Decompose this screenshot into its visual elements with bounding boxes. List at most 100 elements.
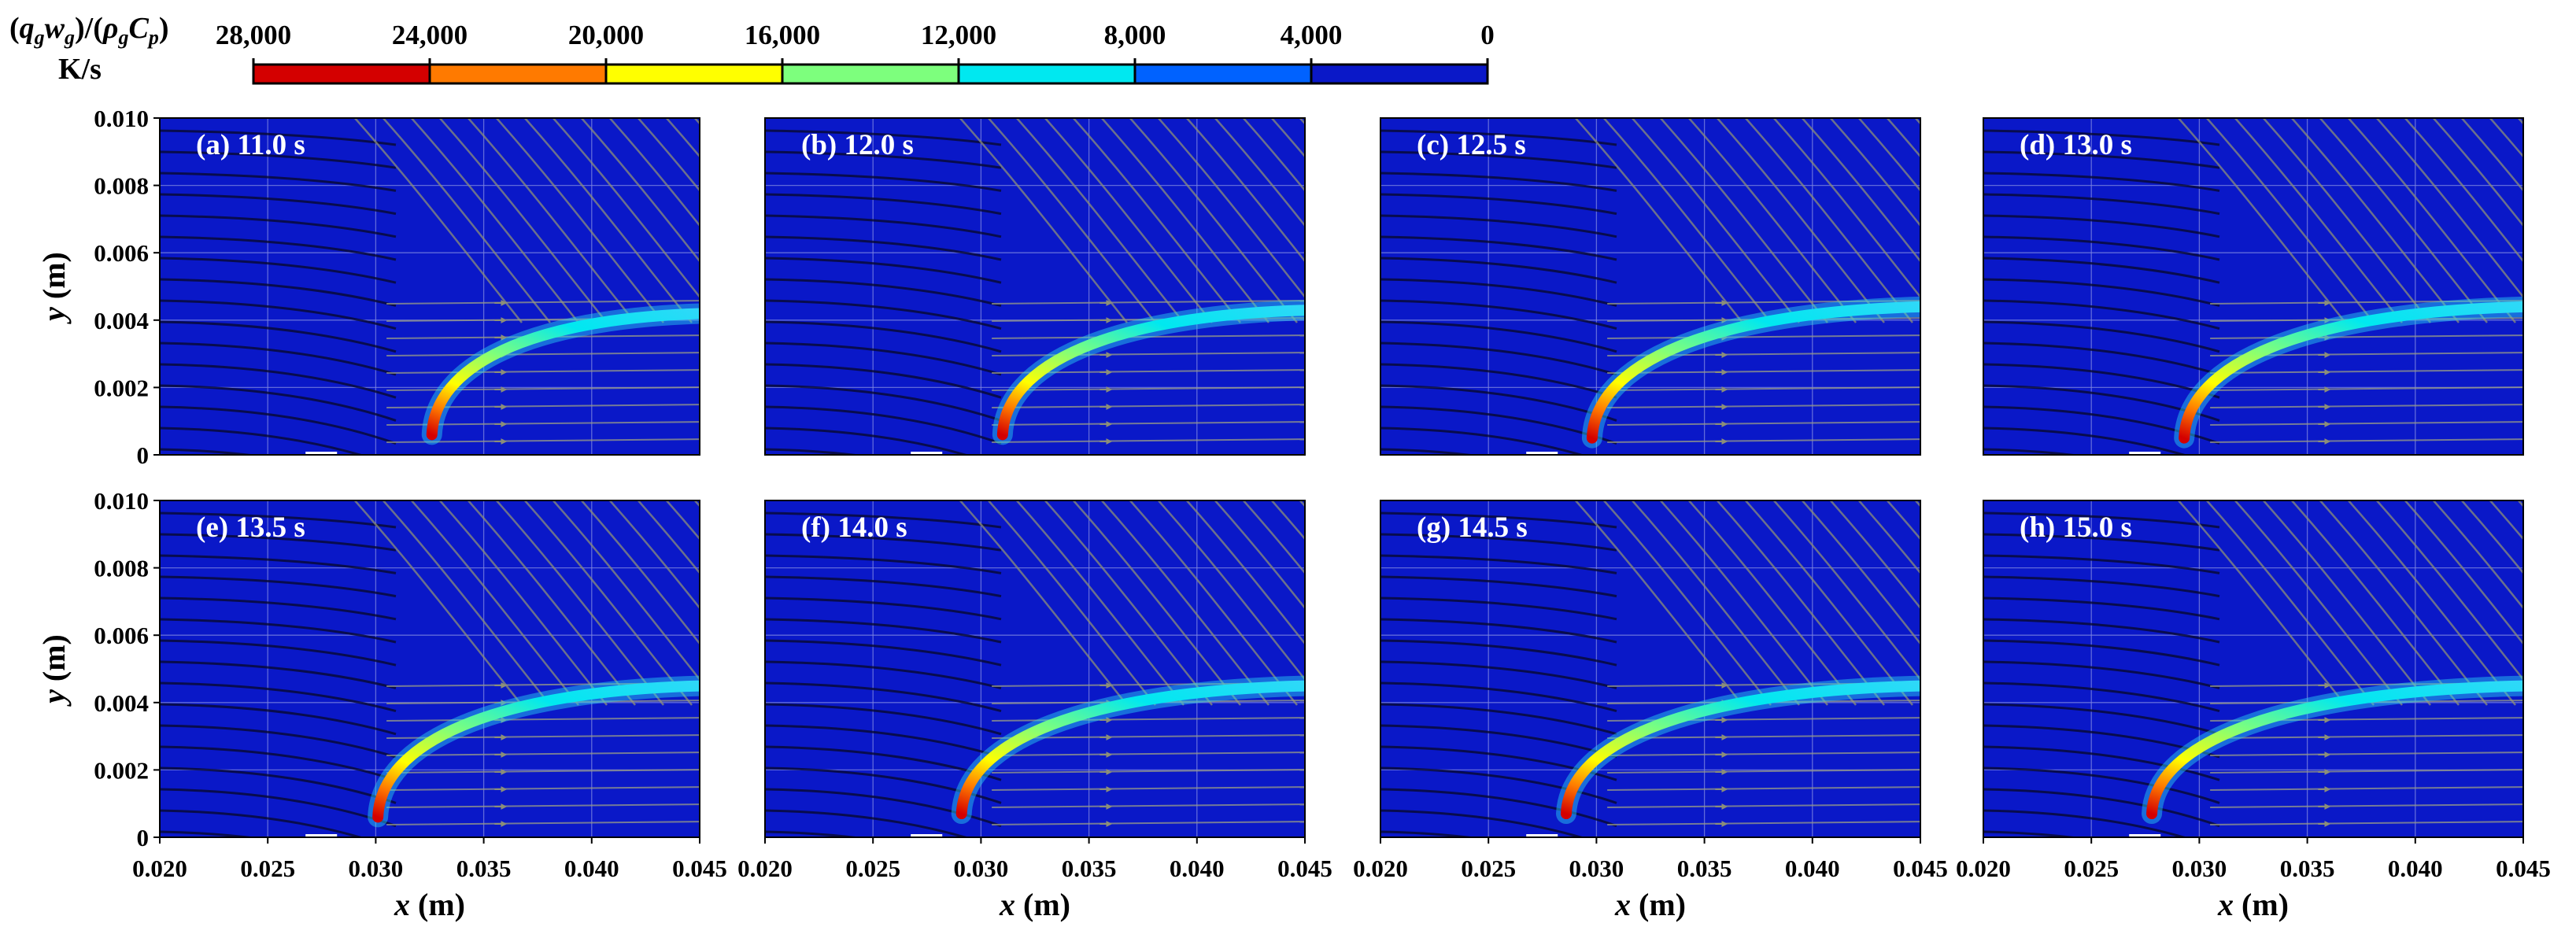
panel-f: (f) 14.0 s 0.020 0.025 0.030 0.035 0.040 0.045 (737, 500, 1332, 882)
streamline (765, 575, 1002, 598)
streamline (160, 257, 397, 284)
streamline (665, 118, 700, 158)
streamline (160, 639, 397, 667)
streamline (386, 786, 700, 791)
streamline (160, 320, 397, 353)
x-tick-label: 0.025 (1461, 855, 1516, 882)
streamline (608, 118, 700, 227)
panel-h: (h) 15.0 s 0.020 0.025 0.030 0.035 0.040 0.045 (1956, 500, 2551, 882)
x-tick-label: 0.045 (1893, 855, 1948, 882)
streamline (2205, 500, 2375, 706)
streamline (160, 809, 364, 837)
streamline (2210, 421, 2523, 426)
panel-frame (159, 117, 700, 456)
x-tick-label: 0.035 (1062, 855, 1117, 882)
y-tick-label: 0.008 (94, 172, 149, 200)
streamline (2234, 118, 2403, 323)
streamline (382, 500, 551, 706)
streamline (765, 214, 1002, 238)
streamline (1716, 500, 1885, 706)
streamline (1801, 118, 1920, 263)
streamline (2210, 334, 2523, 339)
streamline (1380, 299, 1617, 331)
streamline (1380, 511, 1617, 529)
streamline (1380, 618, 1617, 644)
streamline (1380, 342, 1617, 376)
streamline (2375, 500, 2523, 681)
streamline (765, 511, 1002, 529)
x-tick-label: 0.030 (2172, 855, 2227, 882)
colorbar-segment (253, 65, 431, 83)
y-tick-label: 0.002 (94, 756, 149, 784)
streamline (765, 681, 1002, 713)
streamline (992, 734, 1305, 739)
streamline (2210, 769, 2523, 774)
flame-sheet (372, 680, 700, 823)
colorbar-segment (1311, 65, 1488, 83)
panel-background (1380, 500, 1920, 837)
panel-grid: (a) 11.0 s 0.010 0.008 0.006 0.004 0.002 0 (b) … (94, 105, 2551, 882)
x-tick-label: 0.040 (1785, 855, 1840, 882)
streamline (160, 596, 397, 621)
streamline (160, 533, 397, 552)
streamline (160, 427, 364, 455)
colorbar-segment (430, 65, 607, 83)
streamline (1380, 235, 1617, 261)
streamline (353, 118, 523, 323)
streamline (992, 334, 1305, 339)
streamline (992, 752, 1305, 756)
panel-background (765, 118, 1305, 455)
streamline (160, 150, 397, 169)
streamline (386, 352, 700, 356)
streamline (1983, 511, 2220, 529)
streamline (160, 618, 397, 644)
streamline (160, 193, 397, 216)
streamline (2210, 404, 2523, 408)
burner-lip (911, 834, 943, 837)
panel-background (160, 118, 700, 455)
streamline (1380, 427, 1585, 455)
streamline (1607, 334, 1920, 339)
streamline (410, 118, 579, 323)
streamline (160, 278, 397, 307)
x-tick-label: 0.030 (349, 855, 404, 882)
y-axis-label: y (m) (36, 252, 72, 324)
streamline (438, 118, 608, 323)
streamline (523, 500, 693, 706)
y-tick-label: 0.004 (94, 307, 149, 334)
streamline (992, 438, 1305, 443)
streamline (1380, 384, 1617, 422)
streamline (765, 320, 1002, 353)
streamline (765, 809, 970, 837)
streamline (1983, 618, 2220, 644)
streamline (386, 769, 700, 774)
x-tick-label: 0.020 (1353, 855, 1408, 882)
burner-lip (305, 452, 338, 455)
streamline (765, 193, 1002, 216)
x-tick-label: 0.045 (672, 855, 727, 882)
streamline (992, 769, 1305, 774)
streamline (2489, 118, 2523, 158)
streamline (2177, 118, 2346, 323)
streamline (1574, 500, 1743, 706)
colorbar-segment (1135, 65, 1312, 83)
streamline (160, 788, 397, 828)
streamline (1983, 257, 2220, 284)
streamline (1886, 118, 1920, 158)
streamline (1380, 681, 1617, 713)
burner-lip (2129, 834, 2161, 837)
streamline (765, 596, 1002, 621)
streamline (1380, 596, 1617, 621)
streamline (2210, 786, 2523, 791)
burner-lip (2129, 452, 2161, 455)
panel-label: (e) 13.5 s (196, 511, 305, 544)
streamline (2205, 118, 2375, 323)
streamline (1744, 118, 1913, 323)
streamline (160, 129, 397, 146)
streamline (765, 703, 1002, 736)
streamline (987, 500, 1156, 706)
streamline (1380, 575, 1617, 598)
streamline (765, 830, 862, 837)
streamline (1857, 500, 1920, 574)
